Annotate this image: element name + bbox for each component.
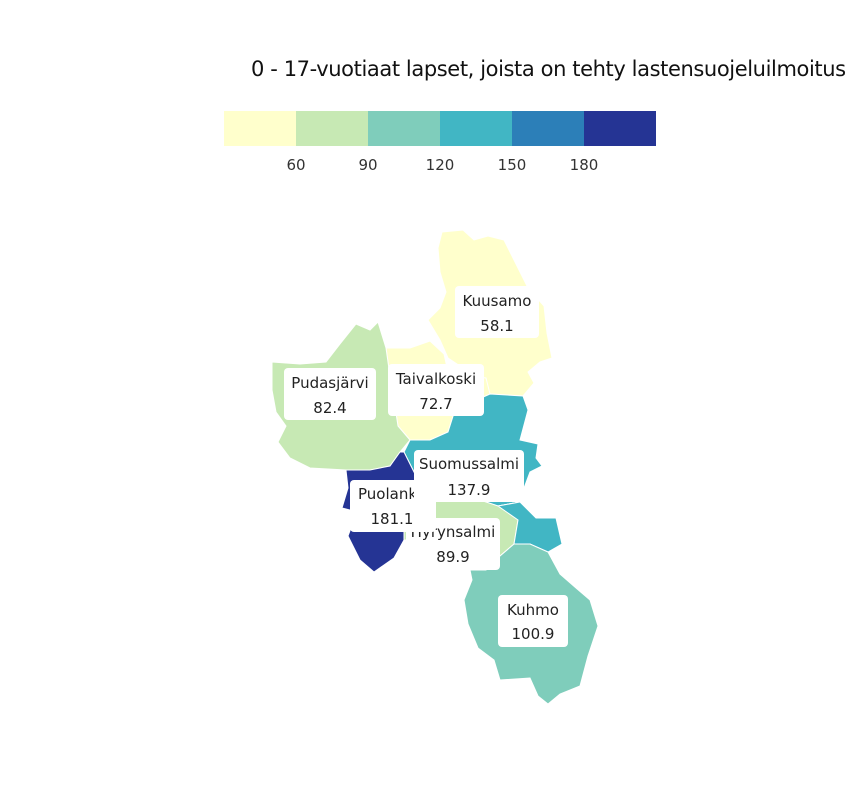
legend-tick-label: 180 — [570, 156, 599, 174]
legend-swatch — [224, 111, 296, 146]
label-kuhmo-value: 100.9 — [512, 625, 555, 643]
region-suomussalmi-east[interactable] — [496, 501, 563, 553]
label-puolanka-value: 181.1 — [371, 510, 414, 528]
label-kuusamo: Kuusamo 58.1 — [455, 286, 539, 338]
label-taivalkoski-value: 72.7 — [419, 395, 452, 413]
label-taivalkoski-name: Taivalkoski — [395, 370, 476, 388]
label-suomussalmi-name: Suomussalmi — [419, 455, 519, 473]
legend-tick-label: 90 — [358, 156, 377, 174]
label-kuhmo-name: Kuhmo — [507, 601, 559, 619]
legend-tick-label: 120 — [426, 156, 455, 174]
legend-swatch — [368, 111, 440, 146]
label-pudasjarvi: Pudasjärvi 82.4 — [284, 368, 376, 420]
legend-tick-label: 60 — [286, 156, 305, 174]
legend-tick-label: 150 — [498, 156, 527, 174]
map-title: 0 - 17-vuotiaat lapset, joista on tehty … — [251, 57, 846, 81]
label-kuusamo-value: 58.1 — [480, 317, 513, 335]
legend-swatch — [440, 111, 512, 146]
label-suomussalmi: Suomussalmi 137.9 — [414, 450, 524, 502]
label-kuhmo: Kuhmo 100.9 — [498, 595, 568, 647]
label-puolanka-name: Puolanka — [358, 485, 426, 503]
legend-swatch — [296, 111, 368, 146]
label-pudasjarvi-name: Pudasjärvi — [291, 374, 368, 392]
label-kuusamo-name: Kuusamo — [463, 292, 532, 310]
label-pudasjarvi-value: 82.4 — [313, 399, 346, 417]
legend-swatch — [584, 111, 656, 146]
label-taivalkoski: Taivalkoski 72.7 — [388, 364, 484, 416]
label-hyrynsalmi-value: 89.9 — [436, 548, 469, 566]
legend-swatch — [512, 111, 584, 146]
legend-ticks: 60 90 120 150 180 — [286, 156, 598, 174]
color-legend: 60 90 120 150 180 — [224, 111, 656, 174]
legend-swatches — [224, 111, 656, 146]
label-suomussalmi-value: 137.9 — [448, 481, 491, 499]
